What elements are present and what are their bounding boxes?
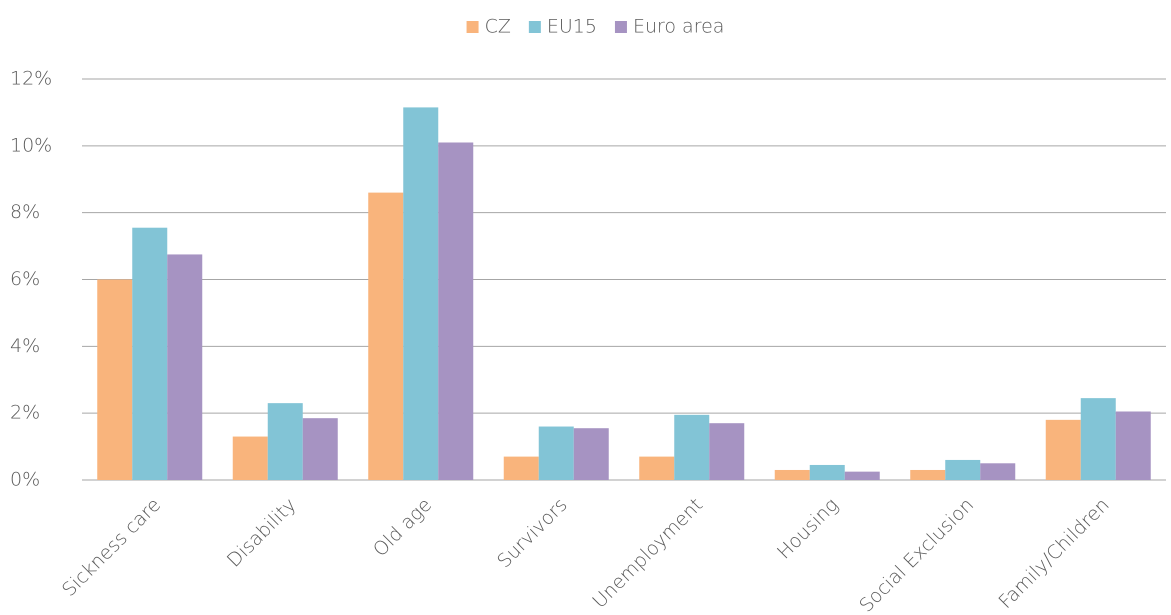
- bar: [844, 471, 880, 480]
- y-tick-label: 6%: [10, 268, 40, 290]
- bar: [302, 418, 338, 480]
- bar: [809, 464, 845, 480]
- bar: [232, 436, 268, 480]
- bar: [674, 414, 710, 480]
- bar: [980, 463, 1016, 480]
- bar: [639, 456, 675, 480]
- y-tick-label: 4%: [10, 335, 40, 357]
- x-tick-label: Disability: [223, 494, 301, 572]
- legend-label: CZ: [485, 16, 511, 38]
- bar: [438, 142, 474, 480]
- y-tick-label: 8%: [10, 201, 40, 223]
- legend-swatch: [528, 21, 541, 33]
- bar: [1045, 419, 1081, 480]
- bar: [503, 456, 539, 480]
- bar: [1115, 411, 1151, 480]
- legend-label: EU15: [547, 16, 597, 38]
- legend-swatch: [466, 21, 479, 33]
- bar: [167, 254, 203, 480]
- x-tick-label: Housing: [773, 494, 843, 564]
- bar: [267, 403, 303, 480]
- bar: [945, 459, 981, 480]
- bar: [774, 469, 810, 480]
- x-tick-label: Old age: [369, 494, 436, 561]
- bar: [538, 426, 574, 480]
- x-tick-label: Social Exclusion: [855, 494, 978, 615]
- legend-label: Euro area: [633, 16, 724, 38]
- y-tick-label: 0%: [10, 469, 40, 491]
- y-tick-label: 2%: [10, 402, 40, 424]
- bar: [709, 423, 745, 480]
- x-tick-label: Survivors: [493, 494, 572, 573]
- x-tick-label: Unemployment: [588, 494, 707, 613]
- bar: [573, 428, 609, 480]
- bar: [97, 279, 133, 480]
- bar: [1080, 398, 1116, 480]
- y-tick-label: 12%: [10, 68, 52, 90]
- bar: [910, 469, 946, 480]
- x-tick-label: Family/Children: [994, 494, 1113, 613]
- bar: [403, 107, 439, 480]
- bar: [368, 192, 404, 480]
- legend-swatch: [614, 21, 627, 33]
- bar: [132, 227, 168, 480]
- y-tick-label: 10%: [10, 134, 52, 156]
- x-tick-label: Sickness care: [58, 494, 165, 601]
